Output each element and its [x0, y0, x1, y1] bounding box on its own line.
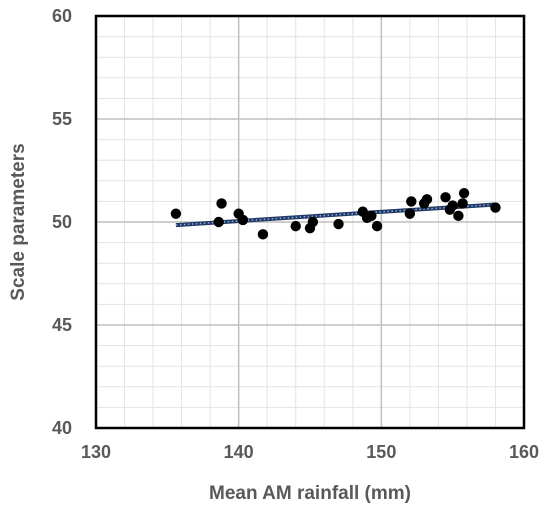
x-tick-label: 130	[81, 442, 111, 462]
trendline-dots	[175, 203, 496, 226]
data-point	[404, 208, 416, 219]
data-point	[333, 218, 344, 230]
data-points	[170, 187, 501, 240]
plot-frame	[94, 14, 526, 430]
minor-grid	[96, 16, 524, 428]
data-point	[170, 208, 182, 219]
y-tick-label: 55	[52, 109, 72, 129]
x-tick-labels: 130 140 150 160	[81, 442, 539, 462]
data-point	[213, 216, 224, 228]
y-tick-labels: 40 45 50 55 60	[52, 6, 72, 438]
x-tick-label: 160	[509, 442, 539, 462]
y-axis-title: Scale parameters	[8, 143, 29, 300]
data-point	[290, 220, 301, 232]
x-tick-label: 140	[224, 442, 254, 462]
x-tick-label: 150	[366, 442, 396, 462]
data-point	[257, 229, 269, 240]
data-point	[458, 187, 470, 199]
data-point	[366, 210, 377, 222]
data-point	[457, 198, 468, 209]
y-tick-label: 60	[52, 6, 72, 26]
data-point	[216, 198, 227, 209]
data-point	[453, 210, 464, 222]
y-tick-label: 40	[52, 418, 72, 438]
trendline-group	[175, 202, 496, 228]
data-point	[490, 202, 501, 213]
data-point	[406, 196, 417, 207]
data-point	[307, 216, 319, 228]
y-tick-label: 45	[52, 315, 72, 335]
data-point	[440, 192, 451, 203]
data-point	[237, 214, 249, 226]
data-point	[421, 194, 433, 205]
x-axis-title: Mean AM rainfall (mm)	[209, 483, 411, 504]
y-tick-label: 50	[52, 212, 72, 232]
data-point	[371, 220, 383, 232]
data-point	[447, 200, 458, 211]
